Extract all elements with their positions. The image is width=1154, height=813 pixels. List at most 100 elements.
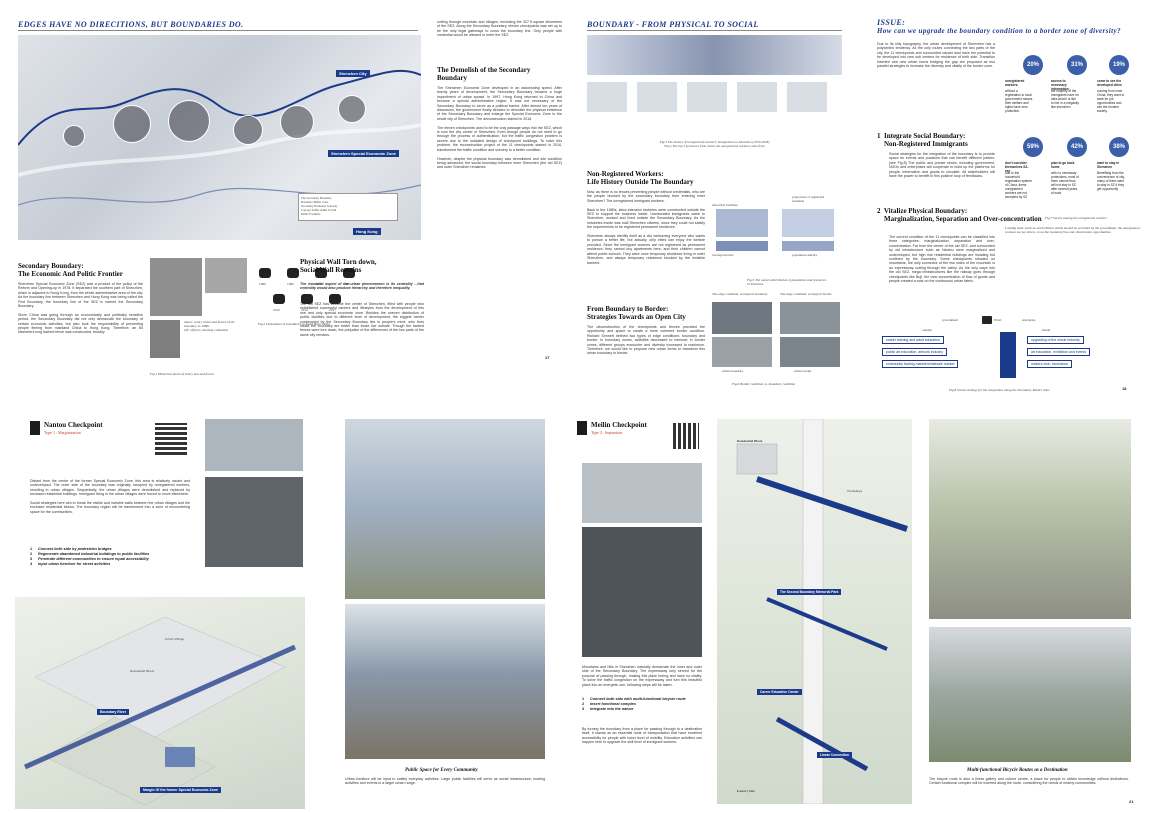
strategy-text: Connect both side with multi-functional … (590, 697, 686, 701)
edge-label: The edge condition: ecological border (780, 292, 832, 296)
strategy2-title: 2 Vitalize Physical Boundary: Marginaliz… (877, 207, 1042, 223)
checkpoint-title: Nantou Checkpoint (44, 421, 103, 429)
stat-title: access to necessary information: (1051, 79, 1070, 91)
meilin-aerial-photo (582, 463, 702, 523)
checkpoint-marker-icon (30, 421, 40, 435)
strategy-text: Insert functional complex (590, 702, 636, 706)
axo-svg (23, 616, 297, 806)
nantou-grid-map (205, 477, 303, 567)
pearl-river-delta-icon (259, 268, 271, 278)
stat-title: come to see the developed cities (1097, 79, 1122, 87)
map-label: proportion of registered residents (792, 195, 825, 203)
stat-title: plan to go back home (1051, 161, 1075, 169)
survey-stats: 20% 31% 19% unregistered workers: access… (1005, 55, 1145, 215)
axo-label: Residential Block (130, 669, 155, 673)
fig5-caption: Fig.5 The uneven distribution of populat… (747, 278, 827, 286)
axo-label: Urban Village (165, 637, 185, 641)
edge-label: urban boundary (722, 369, 744, 373)
inside-label: inside (1042, 328, 1051, 332)
page18-heading: BOUNDARY - FROM PHYSICAL TO SOCIAL (587, 20, 759, 29)
outside-label: outside (922, 328, 932, 332)
ecological-border-photo (780, 302, 840, 334)
map-label-city: Shenzhen City (336, 70, 370, 77)
dissolution-diagram: 1980 1990 2000 2008 2010 2014 2017 (255, 262, 380, 322)
strategy-text: Connect both side by pedestrian bridges (38, 547, 112, 551)
checkpoint-circle (63, 125, 85, 147)
section-body-boundary-border: The deconstruction of the checkpoints an… (587, 325, 705, 356)
stat-circle: 31% (1067, 55, 1087, 75)
edge-condition-grid: The edge condition: ecological boundary … (712, 292, 842, 377)
year-label: 2010 (273, 308, 280, 312)
plan-label: Linear Connection (817, 752, 852, 758)
secondary-boundary-line (18, 69, 421, 146)
page-number: 21 (1129, 799, 1134, 804)
urban-boundary-photo (712, 337, 772, 367)
strategy-text: Integrate into the nature (590, 707, 634, 711)
map-label-hk: Hong Kong (353, 228, 381, 235)
meilin-grid-map (582, 527, 702, 657)
pattern-icon (155, 423, 187, 455)
checkpoint-circle (113, 105, 151, 143)
registration-map (782, 209, 834, 237)
map-label: population density (792, 253, 818, 257)
plan-label: Career Education Center (757, 689, 802, 695)
strategy1-title: 1 Integrate Social Boundary: Non-Registe… (877, 132, 968, 148)
stat-circle: 42% (1067, 137, 1087, 157)
meilin-strategy-list: 1 Connect both side with multi-functional… (582, 697, 707, 712)
render-bicycle-route-bottom (929, 627, 1131, 762)
stat-text: without a registration to local governme… (1005, 89, 1033, 113)
ecological-boundary-photo (712, 302, 772, 334)
page-nantou: Nantou Checkpoint Type 1 : Marginization… (0, 407, 577, 813)
fig8-caption: Fig.8 Social strategy for the integratio… (949, 388, 1050, 392)
fig3-caption: Fig.3 The history of unregistered worker… (659, 140, 770, 148)
stat-text: the majority of the immigrants have no i… (1051, 89, 1079, 109)
strategy1-body: Social strategies for the integration of… (889, 152, 995, 179)
legend-item: Secondary Boundary Gateway (301, 204, 338, 208)
page-18: BOUNDARY - FROM PHYSICAL TO SOCIAL Fig.3… (577, 0, 1154, 406)
stat-title: unregistered workers: (1005, 79, 1025, 87)
outside-item: community trading market/wholesale marke… (882, 360, 959, 368)
historical-photo-sentry (150, 258, 202, 316)
section-body-social-wall: The old SEZ has become the center of She… (300, 302, 424, 337)
meilin-body-2: By turning the boundary from a place for… (582, 727, 702, 745)
pearl-river-delta-icon (315, 268, 327, 278)
province-map (737, 82, 777, 112)
checkpoint-type: Type 2 : Separation (591, 430, 623, 435)
page-meilin: Meilin Checkpoint Type 2 : Separation Mo… (577, 407, 1154, 813)
col2-body-top: cutting through mountain and villages, e… (437, 20, 562, 38)
outside-item: career training and adult education (882, 336, 944, 344)
checkpoint-title: Meilin Checkpoint (591, 421, 647, 429)
province-map-row (587, 78, 842, 118)
edge-label: The edge condition: ecological boundary (712, 292, 768, 296)
inside-item: makers club, incubators (1027, 360, 1072, 368)
strategy-text: Penetrate different communities to ensur… (38, 557, 149, 561)
year-label: 2014 (301, 308, 308, 312)
section-body-demolish: The Shenzhen Economic Zone developed in … (437, 86, 562, 170)
plan-svg (736, 419, 908, 804)
fig2-caption: Fig.2 Dissolution of boundaries in Pearl… (258, 322, 330, 326)
year-label: 1990 (287, 282, 294, 286)
outside-item: public art education, artwork industry (882, 348, 947, 356)
fig1-caption: Fig.1 Historical photo of sentry box and… (150, 372, 215, 376)
legend-item: The Secondary Boundary (301, 196, 332, 200)
render-body: Urban furniture will be input to satisfy… (345, 777, 545, 786)
year-label: 1980 (259, 282, 266, 286)
meilin-site-plan: Residential Block Workshops The Second B… (717, 419, 912, 804)
social-strategy-diagram: government NGO enterprise outside inside… (882, 316, 1142, 383)
survey-sidenote: Lacking basic services and facilities wh… (1005, 226, 1140, 234)
render-public-space-bottom (345, 604, 545, 759)
legend-item: Concept buffer radius 0.5 km (301, 208, 337, 212)
shenzhen-boundary-map: Shenzhen City Shenzhen Special Economic … (18, 35, 421, 240)
pearl-river-delta-icon (301, 294, 313, 304)
historical-photo-officers (150, 320, 180, 358)
map-label-sez: Shenzhen Special Economic Zone (328, 150, 399, 157)
plan-label: Residential Block (737, 439, 763, 443)
density-map (782, 241, 834, 251)
strategy-item: 1 Connect both side by pedestrian bridges (30, 547, 112, 551)
map-label: average income (712, 253, 734, 257)
nantou-strategy-list: 1 Connect both side by pedestrian bridges… (30, 547, 200, 567)
stat-text: coming from inner China, they want to se… (1097, 89, 1125, 113)
checkpoint-circle (280, 105, 314, 139)
strategy-text: Regenerate abandoned industrial building… (38, 552, 150, 556)
strategy-text: Input urban furniture for street activit… (38, 562, 111, 566)
